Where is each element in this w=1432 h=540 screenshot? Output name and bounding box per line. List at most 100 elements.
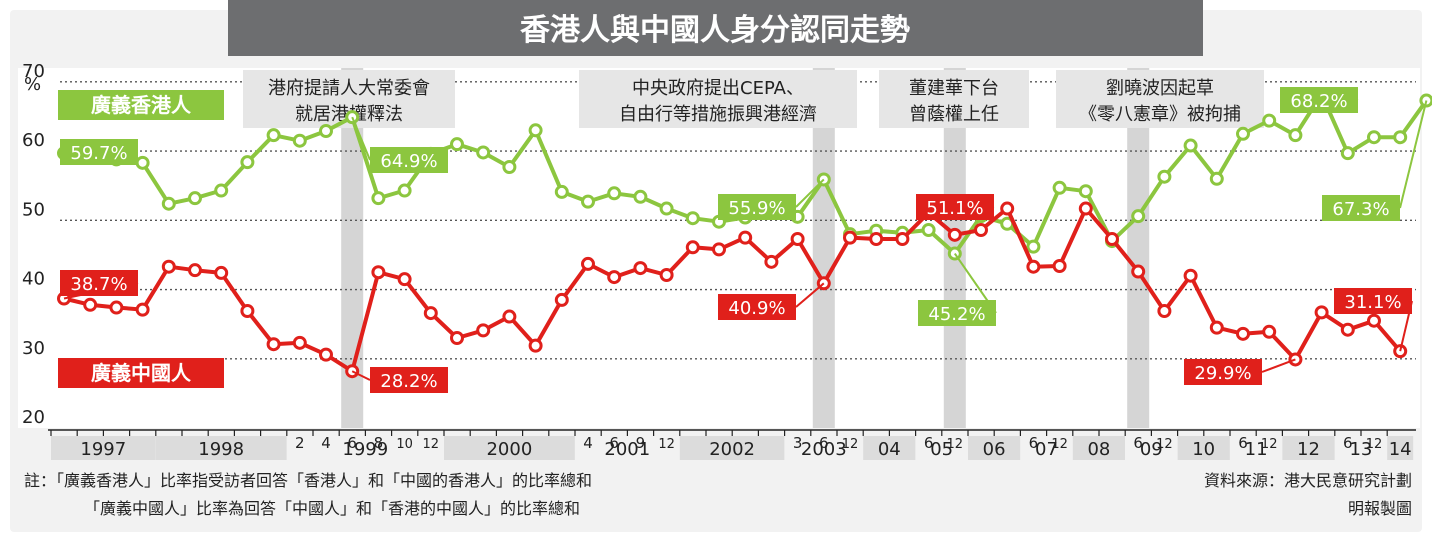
- data-point-cn: [161, 259, 176, 274]
- month-label: 6: [819, 434, 829, 452]
- y-tick-label: 30: [22, 338, 45, 359]
- event-label: 曾蔭權上任: [909, 104, 999, 125]
- year-band: [863, 436, 916, 460]
- event-band: [812, 68, 835, 428]
- data-point-hk: [371, 191, 386, 206]
- year-label: 06: [983, 439, 1006, 460]
- data-point-hk: [397, 183, 412, 198]
- value-label: 68.2%: [1290, 91, 1347, 112]
- month-label: 12: [423, 437, 440, 452]
- year-label: 13: [1349, 439, 1372, 460]
- month-label: 6: [347, 434, 357, 452]
- value-label: 64.9%: [380, 151, 437, 172]
- data-point-hk: [161, 196, 176, 211]
- data-point-cn: [974, 223, 988, 237]
- year-label: 04: [878, 439, 901, 460]
- data-point-hk: [319, 124, 333, 138]
- data-point-cn: [371, 265, 386, 280]
- year-label: 1998: [198, 439, 244, 460]
- data-point-hk: [188, 191, 202, 206]
- data-point-cn: [397, 272, 412, 287]
- data-point-hk: [1052, 180, 1067, 195]
- month-label: 12: [658, 437, 675, 452]
- data-point-hk: [476, 145, 491, 160]
- month-label: 6: [1029, 434, 1039, 452]
- month-label: 6: [609, 434, 619, 452]
- value-label: 45.2%: [928, 304, 985, 325]
- event-bands: [341, 68, 1150, 428]
- data-point-cn: [738, 230, 753, 245]
- legend-hk-label: 廣義香港人: [91, 93, 192, 117]
- data-point-hk: [502, 160, 517, 174]
- data-point-cn: [633, 261, 648, 276]
- credit-note: 明報製圖: [1348, 499, 1412, 518]
- data-point-cn: [1209, 320, 1224, 335]
- value-label-leader: [795, 282, 825, 308]
- data-point-cn: [1236, 326, 1250, 341]
- year-band: [968, 436, 1021, 460]
- data-point-cn: [712, 242, 726, 257]
- event-band: [1127, 68, 1150, 428]
- note-line-1: 註：「廣義香港人」比率指受訪者回答「香港人」和「中國的香港人」的比率總和: [24, 471, 592, 490]
- data-point-cn: [1314, 305, 1329, 320]
- month-label: 9: [636, 434, 646, 452]
- data-point-cn: [869, 232, 884, 246]
- data-point-cn: [528, 338, 543, 353]
- data-point-hk: [1131, 209, 1146, 224]
- data-point-cn: [1078, 201, 1093, 216]
- month-label: 8: [374, 434, 384, 452]
- data-point-hk: [1288, 128, 1303, 143]
- y-axis-unit: %: [24, 74, 41, 95]
- data-point-hk: [1183, 138, 1198, 153]
- value-label-box: [370, 147, 448, 173]
- data-point-cn: [83, 297, 98, 312]
- event-label: 劉曉波因起草: [1106, 78, 1214, 99]
- value-label-leader: [351, 370, 371, 381]
- data-point-hk: [1157, 169, 1172, 184]
- y-tick-label: 60: [22, 130, 45, 151]
- year-band: [444, 436, 575, 460]
- value-label: 31.1%: [1344, 292, 1401, 313]
- data-point-cn: [1340, 322, 1355, 337]
- month-label: 6: [1238, 434, 1248, 452]
- value-label-box: [1184, 359, 1262, 385]
- data-point-hk: [135, 155, 150, 170]
- month-label: 6: [1133, 434, 1143, 452]
- data-point-hk: [554, 184, 569, 199]
- year-band: [51, 436, 156, 460]
- data-point-cn: [319, 347, 333, 362]
- legend-hk-box: [58, 90, 224, 120]
- event-label: 自由行等措施振興港經濟: [619, 104, 817, 125]
- month-label: 12: [1261, 437, 1278, 452]
- data-point-hk: [214, 183, 229, 198]
- event-box: [1056, 70, 1264, 128]
- data-point-cn: [581, 256, 595, 271]
- year-label: 2003: [801, 439, 847, 460]
- y-tick-label: 20: [22, 407, 45, 428]
- month-label: 12: [1156, 437, 1173, 452]
- year-band: [1282, 436, 1335, 460]
- year-label: 11: [1245, 439, 1268, 460]
- value-label: 51.1%: [926, 198, 983, 219]
- data-point-cn: [450, 331, 464, 345]
- value-label: 67.3%: [1332, 199, 1389, 220]
- data-point-hk: [1367, 130, 1381, 145]
- data-point-cn: [607, 270, 622, 285]
- data-point-cn: [1367, 313, 1381, 328]
- data-point-hk: [1393, 130, 1408, 145]
- data-point-cn: [423, 306, 438, 321]
- year-label: 09: [1140, 439, 1163, 460]
- data-point-cn: [1052, 259, 1067, 273]
- data-point-cn: [1262, 324, 1277, 339]
- event-label: 中央政府提出CEPA、: [632, 78, 804, 99]
- value-label-box: [718, 194, 796, 220]
- legend: 廣義香港人 廣義中國人: [58, 90, 224, 388]
- series-line-cn: [63, 206, 1402, 374]
- value-label-leader: [1261, 358, 1296, 373]
- data-point-hk: [1340, 146, 1355, 161]
- data-point-hk: [607, 186, 622, 201]
- value-labels: 59.7% 64.9% 55.9% 45.2% 68.2% 67.3% 38.7% 28.2%…: [60, 87, 1428, 393]
- y-tick-label: 70: [22, 61, 45, 82]
- data-point-cn: [659, 268, 674, 282]
- value-label: 40.9%: [728, 298, 785, 319]
